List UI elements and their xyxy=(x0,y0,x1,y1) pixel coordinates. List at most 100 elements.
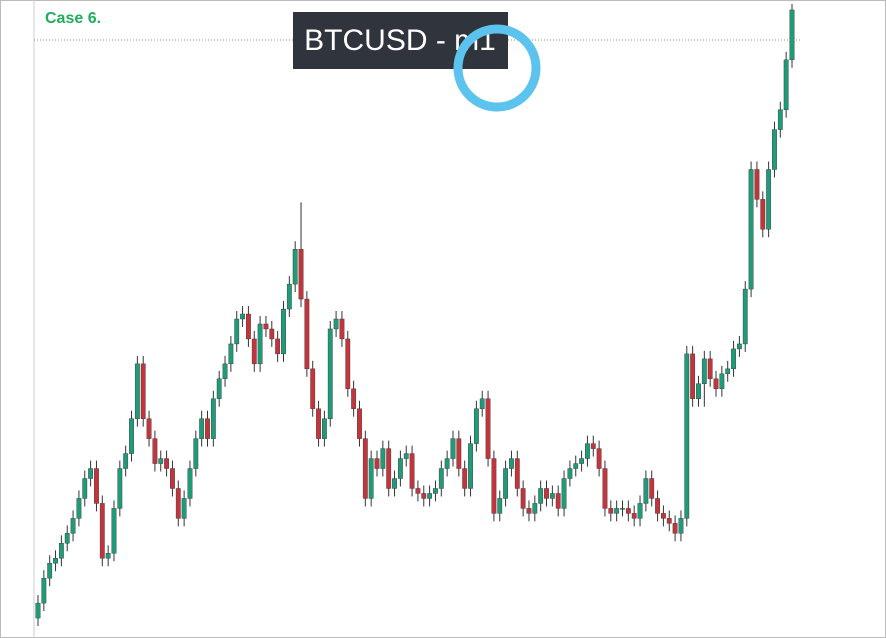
candle-body xyxy=(561,478,567,509)
candle-body xyxy=(88,468,94,479)
candle-body xyxy=(58,543,64,559)
candle-body xyxy=(748,169,754,290)
candle-body xyxy=(567,468,573,479)
candle-body xyxy=(725,368,731,375)
candle-body xyxy=(158,458,164,464)
candle-body xyxy=(322,418,327,439)
candle-body xyxy=(99,503,105,559)
candle-body xyxy=(620,508,625,510)
candle-body xyxy=(672,523,678,534)
candle-body xyxy=(789,9,795,61)
candle-body xyxy=(573,463,579,469)
candle-body xyxy=(193,438,199,469)
candle-body xyxy=(129,418,134,454)
candle-body xyxy=(655,498,660,514)
candle-body xyxy=(625,508,631,514)
candle-body xyxy=(409,453,415,489)
candle-body xyxy=(707,358,713,380)
candle-body xyxy=(450,438,456,459)
candle-body xyxy=(444,458,450,469)
candle-body xyxy=(47,563,53,579)
candle-body xyxy=(82,478,88,499)
candle-body xyxy=(754,169,760,200)
candle-body xyxy=(772,129,777,170)
candle-body xyxy=(468,443,473,489)
candle-body xyxy=(310,368,316,409)
candle-body xyxy=(146,418,152,439)
candle-body xyxy=(701,358,707,384)
candle-body xyxy=(210,398,216,439)
candle-body xyxy=(783,59,789,110)
candle-body xyxy=(316,408,321,439)
candle-body xyxy=(187,468,193,499)
candle-body xyxy=(357,408,362,439)
candle-body xyxy=(286,283,292,310)
candle-body xyxy=(275,338,281,355)
candle-body xyxy=(134,363,140,419)
candle-body xyxy=(503,468,508,499)
candle-body xyxy=(76,498,82,519)
candle-body xyxy=(456,438,462,469)
candle-body xyxy=(327,328,333,419)
candle-body xyxy=(269,328,275,340)
candle-body xyxy=(205,418,210,439)
candle-body xyxy=(485,398,491,459)
candle-body xyxy=(614,508,620,514)
candle-body xyxy=(199,418,205,439)
candle-body xyxy=(684,353,690,519)
candle-body xyxy=(736,343,742,350)
candle-body xyxy=(339,318,345,340)
candle-body xyxy=(234,318,240,345)
candle-body xyxy=(246,313,251,340)
candle-body xyxy=(549,493,555,499)
candle-body xyxy=(438,468,444,489)
candle-body xyxy=(637,503,643,519)
candle-body xyxy=(643,478,649,504)
candle-body xyxy=(333,318,339,330)
candle-body xyxy=(514,458,520,489)
candle-body xyxy=(380,448,386,469)
candle-body xyxy=(585,443,590,459)
candle-body xyxy=(111,508,117,554)
candle-body xyxy=(351,388,357,409)
candle-body xyxy=(403,453,409,459)
candle-body xyxy=(263,323,269,330)
candle-body xyxy=(602,468,608,509)
candle-body xyxy=(105,553,111,559)
candle-body xyxy=(760,199,766,230)
candle-body xyxy=(520,488,526,509)
candle-body xyxy=(94,468,99,504)
cursor-highlight xyxy=(453,24,541,112)
candle-body xyxy=(64,533,70,544)
candle-body xyxy=(678,518,684,534)
candle-body xyxy=(731,348,736,370)
candle-body xyxy=(175,488,181,519)
candle-body xyxy=(292,249,298,285)
candle-body xyxy=(690,353,696,399)
candle-body xyxy=(415,488,421,494)
candle-body xyxy=(164,458,169,469)
candle-body xyxy=(579,458,584,464)
candle-body xyxy=(608,508,614,514)
candle-body xyxy=(35,602,41,619)
candle-body xyxy=(298,249,304,300)
candle-body xyxy=(368,458,374,499)
candle-body xyxy=(304,298,310,370)
candle-body xyxy=(392,478,397,489)
candle-body xyxy=(631,513,637,519)
candle-body xyxy=(362,438,368,499)
candle-body xyxy=(140,363,146,419)
candle-body xyxy=(228,343,234,365)
candle-body xyxy=(526,508,532,514)
candle-body xyxy=(555,493,561,509)
candle-body xyxy=(240,313,245,320)
candle-body xyxy=(590,443,596,449)
candle-body xyxy=(544,488,549,499)
candle-body xyxy=(345,338,351,389)
candle-body xyxy=(433,488,438,494)
candle-body xyxy=(152,438,158,464)
candle-body xyxy=(497,498,503,514)
candle-body xyxy=(713,378,719,389)
candle-body xyxy=(719,373,725,389)
